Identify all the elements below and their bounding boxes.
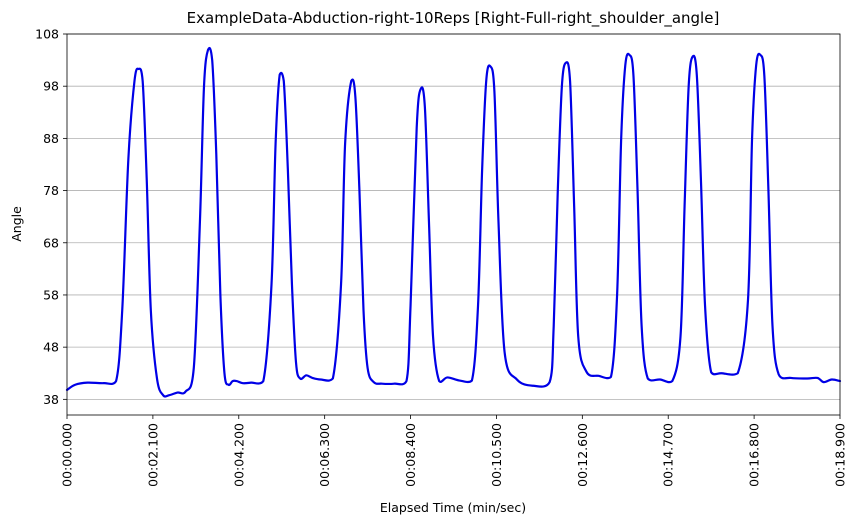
x-tick-label: 00:10.500 xyxy=(489,423,504,487)
x-tick-label: 00:14.700 xyxy=(661,423,676,487)
y-tick-label: 88 xyxy=(43,131,59,146)
gridlines xyxy=(67,33,840,400)
series-line-right-shoulder-angle xyxy=(65,47,842,398)
y-tick-label: 48 xyxy=(43,340,59,355)
y-axis: 38 48 58 68 78 88 98 108 xyxy=(35,27,67,407)
x-axis-label: Elapsed Time (min/sec) xyxy=(380,500,526,515)
y-tick-label: 78 xyxy=(43,183,59,198)
x-tick-label: 00:08.400 xyxy=(403,423,418,487)
x-axis: 00:00.000 00:02.100 00:04.200 00:06.300 00:0… xyxy=(60,415,848,487)
y-tick-label: 58 xyxy=(43,287,59,302)
x-tick-label: 00:16.800 xyxy=(747,423,762,487)
x-tick-label: 00:00.000 xyxy=(60,423,75,487)
x-tick-label: 00:02.100 xyxy=(145,423,160,487)
x-tick-label: 00:12.600 xyxy=(575,423,590,487)
y-tick-label: 98 xyxy=(43,79,59,94)
y-tick-label: 38 xyxy=(43,392,59,407)
x-tick-label: 00:04.200 xyxy=(231,423,246,487)
y-tick-label: 108 xyxy=(35,27,59,42)
y-axis-label: Angle xyxy=(9,206,24,242)
plot-frame xyxy=(66,33,841,416)
x-tick-label: 00:06.300 xyxy=(317,423,332,487)
chart-title: ExampleData-Abduction-right-10Reps [Righ… xyxy=(187,9,720,28)
y-tick-label: 68 xyxy=(43,235,59,250)
x-tick-label: 00:18.900 xyxy=(833,423,848,487)
